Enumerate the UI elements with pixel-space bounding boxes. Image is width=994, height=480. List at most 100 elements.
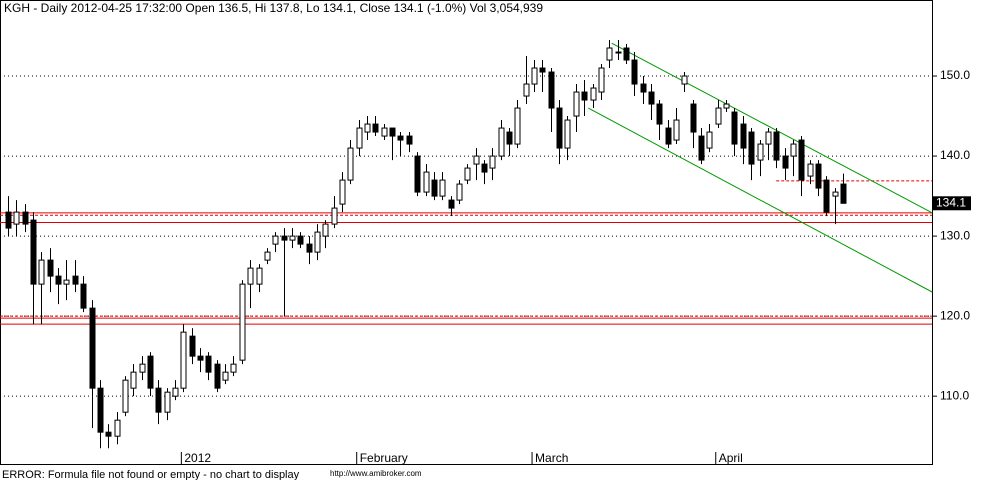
- candle-body: [5, 211, 12, 229]
- candle-body: [673, 119, 680, 141]
- candle-body: [80, 283, 87, 309]
- candle-body: [573, 91, 580, 117]
- candle-body: [314, 231, 321, 253]
- trend-line: [588, 107, 933, 293]
- x-tick-label: April: [719, 451, 743, 465]
- candle-body: [548, 71, 555, 109]
- footer-error: ERROR: Formula file not found or empty -…: [2, 469, 300, 480]
- candle-body: [765, 131, 772, 145]
- candle-body: [105, 431, 112, 437]
- last-price-box: [933, 196, 971, 211]
- candle-body: [356, 127, 363, 149]
- candle-body: [598, 67, 605, 93]
- candle-body: [164, 391, 171, 413]
- candle-body: [840, 183, 847, 204]
- candle-body: [130, 371, 137, 389]
- candle-body: [47, 259, 54, 277]
- candle-body: [757, 143, 764, 161]
- candle-body: [214, 363, 221, 389]
- candle-body: [247, 267, 254, 285]
- candle-body: [414, 155, 421, 193]
- candle-body: [339, 179, 346, 205]
- candle-body: [38, 259, 45, 285]
- candle-body: [197, 355, 204, 361]
- candle-body: [30, 219, 37, 285]
- candle-body: [439, 179, 446, 197]
- x-tick-label: 2012: [184, 451, 211, 465]
- credit: http://www.amibroker.com: [330, 469, 422, 478]
- candle-body: [690, 103, 697, 133]
- candle-body: [222, 371, 229, 381]
- y-tick-label: 130.0: [940, 228, 970, 242]
- candle-body: [205, 355, 212, 373]
- candle-body: [230, 363, 237, 373]
- candle-body: [498, 127, 505, 157]
- candle-body: [281, 235, 288, 241]
- y-tick-label: 120.0: [940, 308, 970, 322]
- candle-body: [615, 51, 622, 54]
- candle-body: [389, 127, 396, 137]
- y-tick-label: 150.0: [940, 68, 970, 82]
- candle-body: [473, 155, 480, 165]
- candle-body: [397, 135, 404, 141]
- candle-body: [55, 275, 62, 285]
- candle-body: [431, 179, 438, 197]
- plot-frame: [0, 0, 933, 465]
- candle-body: [264, 251, 271, 261]
- candle-body: [773, 131, 780, 161]
- candle-body: [590, 87, 597, 101]
- candle-body: [698, 135, 705, 161]
- candle-body: [681, 75, 688, 85]
- candle-body: [798, 139, 805, 181]
- candle-body: [22, 211, 29, 225]
- candle-body: [13, 211, 20, 225]
- candle-body: [172, 387, 179, 397]
- candle-body: [815, 163, 822, 189]
- candle-body: [289, 235, 296, 241]
- candle-body: [256, 267, 263, 285]
- candle-body: [464, 167, 471, 181]
- candle-body: [740, 123, 747, 149]
- candle-body: [514, 107, 521, 145]
- candle-body: [89, 307, 96, 389]
- candle-body: [72, 275, 79, 285]
- candle-body: [564, 119, 571, 149]
- candle-body: [606, 47, 613, 61]
- candle-body: [322, 223, 329, 237]
- candle-body: [539, 67, 546, 73]
- candle-body: [748, 131, 755, 165]
- candle-body: [648, 91, 655, 105]
- candle-body: [239, 283, 246, 361]
- candle-body: [372, 123, 379, 133]
- candle-body: [122, 379, 129, 413]
- candle-body: [640, 83, 647, 93]
- candle-body: [423, 171, 430, 193]
- candle-body: [665, 127, 672, 145]
- candle-body: [706, 131, 713, 149]
- y-tick-label: 140.0: [940, 148, 970, 162]
- candle-body: [807, 163, 814, 177]
- candle-body: [331, 207, 338, 225]
- candle-body: [406, 135, 413, 145]
- candle-body: [272, 235, 279, 245]
- candle-body: [147, 355, 154, 389]
- candle-body: [481, 163, 488, 173]
- candle-body: [832, 191, 839, 197]
- candle-body: [139, 363, 146, 373]
- candle-body: [523, 83, 530, 97]
- candle-body: [715, 107, 722, 125]
- candle-body: [623, 47, 630, 61]
- candle-body: [531, 67, 538, 85]
- candle-body: [489, 155, 496, 169]
- candle-body: [790, 143, 797, 157]
- candle-body: [189, 335, 196, 357]
- candle-body: [155, 387, 162, 413]
- last-price-label: 134.1: [936, 195, 966, 209]
- candle-body: [456, 183, 463, 201]
- x-tick-label: March: [535, 451, 568, 465]
- candle-body: [306, 243, 313, 253]
- x-tick-label: February: [360, 451, 408, 465]
- candle-body: [180, 331, 187, 389]
